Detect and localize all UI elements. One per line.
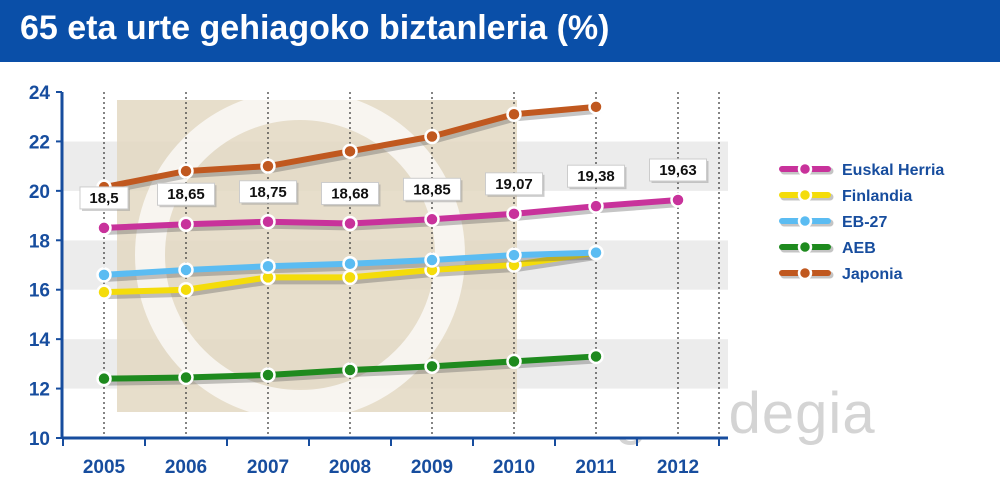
data-point (342, 269, 358, 286)
data-label-box (79, 186, 129, 210)
legend-marker (797, 213, 813, 229)
data-label-box (403, 177, 461, 201)
legend-label: AEB (842, 240, 876, 257)
y-tick-label: 10 (29, 429, 50, 450)
x-tick-label: 2012 (657, 457, 699, 478)
data-point (178, 216, 194, 232)
data-point (178, 163, 194, 179)
x-tick-label: 2005 (83, 457, 126, 478)
title-bar: 65 eta urte gehiagoko biztanleria (%) (0, 0, 1000, 62)
x-tick-label: 2008 (329, 457, 371, 478)
data-point (506, 247, 522, 263)
data-point (178, 369, 194, 386)
data-label: 19,63 (659, 162, 697, 179)
y-tick-label: 16 (29, 281, 50, 302)
data-label: 18,65 (167, 186, 205, 203)
data-point (178, 281, 194, 298)
x-tick-label: 2009 (411, 457, 453, 478)
legend-label: Euskal Herria (842, 162, 944, 179)
data-label: 18,75 (249, 184, 287, 201)
data-point (424, 128, 440, 145)
data-point (96, 284, 112, 300)
x-tick-label: 2007 (247, 457, 289, 478)
data-point (260, 214, 276, 230)
data-point (178, 262, 194, 278)
data-point (424, 211, 440, 228)
data-point (96, 220, 112, 236)
data-point (260, 367, 276, 383)
y-tick-label: 24 (29, 83, 51, 104)
data-label: 18,5 (89, 190, 118, 207)
data-point (506, 106, 522, 122)
data-point (342, 256, 358, 272)
data-point (588, 99, 604, 115)
data-label-box (321, 181, 379, 205)
data-label: 19,07 (495, 176, 533, 193)
legend-marker (797, 161, 813, 177)
x-tick-label: 2011 (575, 457, 617, 478)
series-shadow (102, 199, 684, 235)
data-point (96, 267, 112, 283)
x-tick-label: 2010 (493, 457, 535, 478)
data-label: 19,38 (577, 168, 615, 185)
data-point (342, 215, 358, 232)
legend-marker (797, 187, 813, 203)
data-point (506, 206, 522, 222)
data-label-box (485, 172, 543, 196)
data-point (342, 143, 358, 160)
data-point (342, 362, 358, 378)
data-point (260, 258, 276, 274)
data-point (424, 358, 440, 375)
data-point (424, 252, 440, 268)
data-point (96, 370, 112, 387)
data-point (670, 192, 686, 208)
data-point (260, 158, 276, 174)
legend-marker (797, 239, 813, 255)
chart-title: 65 eta urte gehiagoko biztanleria (%) (20, 9, 610, 47)
y-tick-label: 22 (29, 132, 50, 153)
data-point (588, 348, 604, 365)
data-label-box (157, 182, 215, 206)
data-label-box (239, 180, 297, 204)
legend-label: Finlandia (842, 188, 912, 205)
legend-label: EB-27 (842, 214, 887, 231)
data-point (506, 353, 522, 370)
x-tick-label: 2006 (165, 457, 207, 478)
data-point (588, 198, 604, 214)
y-tick-label: 20 (29, 182, 50, 203)
legend-label: Japonia (842, 266, 903, 283)
data-point (588, 244, 604, 261)
data-label: 18,68 (331, 185, 369, 202)
series-line (101, 197, 681, 231)
data-label: 18,85 (413, 181, 451, 198)
y-tick-label: 12 (29, 380, 50, 401)
y-tick-label: 18 (29, 231, 50, 252)
data-label-box (567, 164, 625, 188)
data-label-box (649, 158, 707, 182)
y-tick-label: 14 (29, 330, 51, 351)
legend-marker (797, 265, 813, 281)
background-logo-ring (135, 90, 465, 420)
